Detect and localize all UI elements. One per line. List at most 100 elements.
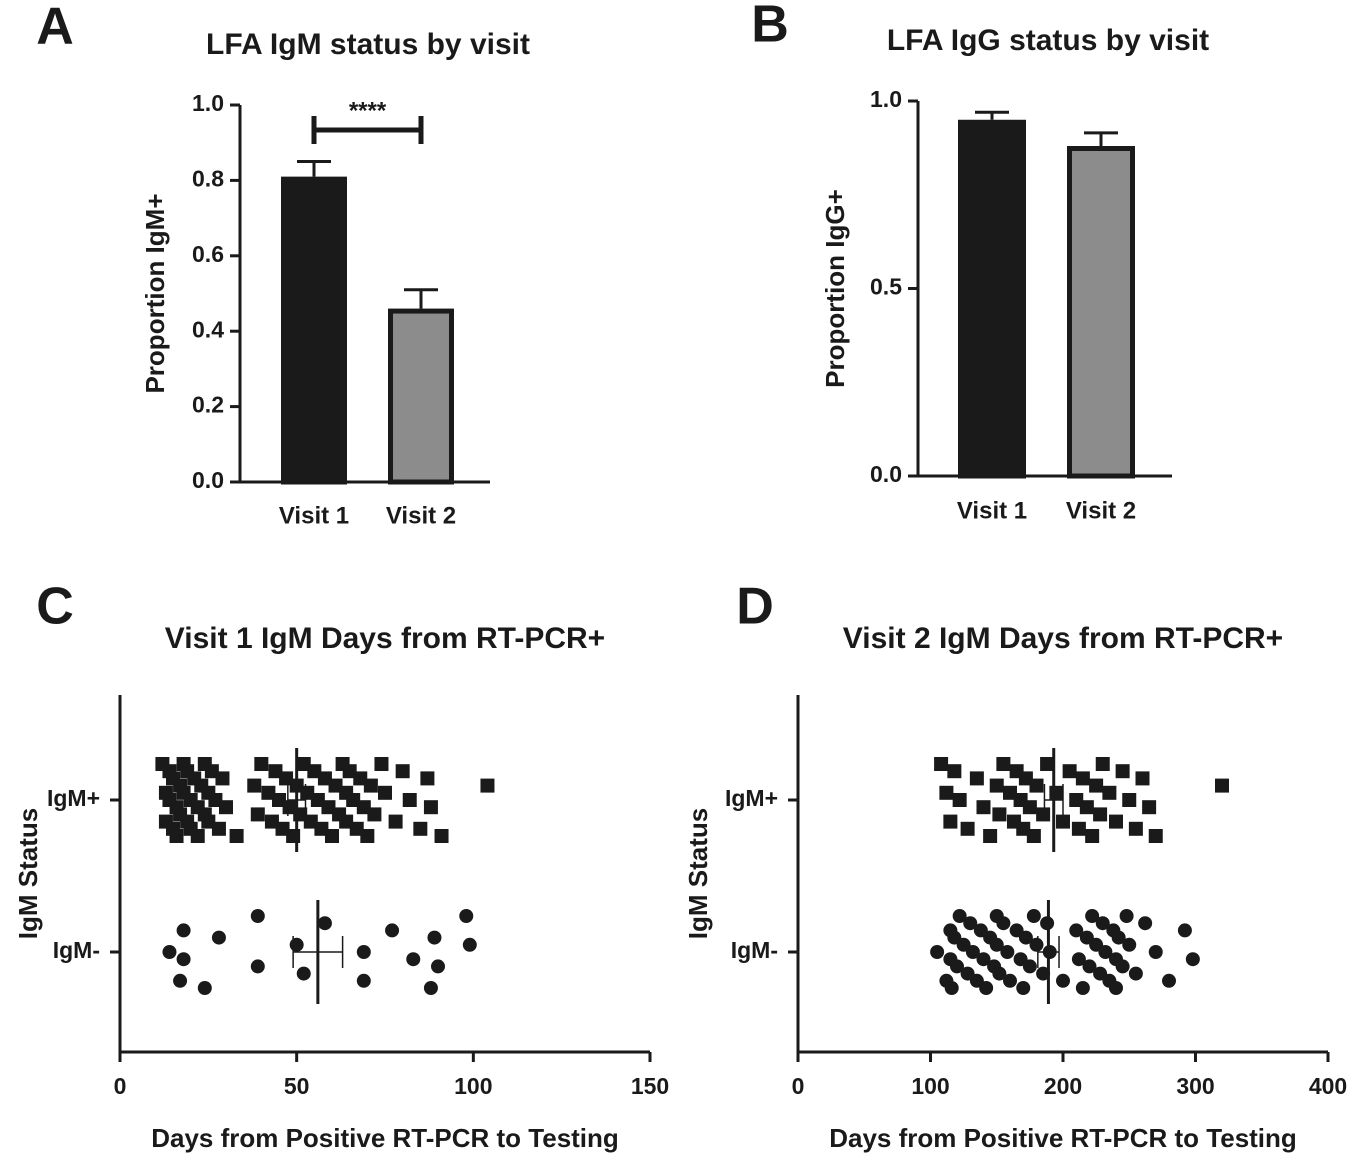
point [1089,778,1104,793]
point [1095,916,1110,931]
point [275,821,290,836]
point [1040,757,1055,771]
point [1079,800,1094,815]
point [385,923,400,938]
point [374,757,389,771]
y-axis-label: Proportion IgM+ [140,193,170,393]
point [201,814,216,829]
point [282,800,297,815]
x-tick-label: 100 [454,1073,492,1099]
point [459,909,474,923]
y-tick-label: 0.0 [870,461,902,487]
point [996,757,1011,771]
point [1085,909,1100,923]
point [1098,945,1113,959]
chart-title: LFA IgG status by visit [887,24,1209,57]
point [1109,981,1123,995]
point [976,800,991,815]
point [996,916,1011,931]
panel-letter: C [36,578,74,636]
point [1075,981,1090,995]
point [268,764,283,779]
point [211,821,226,836]
point [1148,945,1163,959]
y-tick-label: IgM+ [47,785,100,811]
point [462,937,477,952]
y-tick-label: 1.0 [192,90,224,116]
y-tick-label: 0.4 [192,316,224,342]
point [1128,821,1143,836]
point [317,916,332,931]
point [197,981,212,995]
point [1128,966,1143,981]
point [1036,966,1051,981]
point [1069,793,1084,807]
point [1003,973,1017,988]
point [1119,909,1134,923]
point [1093,807,1108,822]
point [1082,959,1097,974]
point [947,764,962,779]
x-tick-label: Visit 2 [386,502,456,529]
point [1135,771,1150,786]
point [356,945,371,959]
point [310,793,325,807]
point [939,785,954,800]
point [1022,959,1037,974]
y-axis-label: IgM Status [683,808,713,939]
point [1122,793,1137,807]
x-tick-label: Visit 1 [957,497,1027,524]
point [360,829,375,843]
point [1062,764,1077,779]
point [346,793,361,807]
point [1056,814,1070,829]
point [1049,785,1064,800]
point [930,945,945,959]
point [250,959,265,974]
point [342,764,357,779]
point [219,800,233,815]
point [952,793,967,807]
point [356,800,371,815]
point [423,981,438,995]
point [1016,981,1031,995]
point [296,966,311,981]
bar [388,308,454,485]
y-axis-label: IgM Status [13,808,43,939]
point [1018,771,1033,786]
point [176,952,191,967]
point [1000,945,1015,959]
point [1018,930,1033,945]
point [413,821,428,836]
point [1102,785,1117,800]
point [162,945,177,959]
x-tick-label: Visit 2 [1066,497,1136,524]
point [944,981,959,995]
chart-title: Visit 2 IgM Days from RT-PCR+ [843,622,1283,655]
bar [958,119,1026,479]
point [388,814,403,829]
point [1115,764,1130,779]
point [1122,937,1137,952]
point [402,793,417,807]
point [1177,923,1192,938]
point [211,930,226,945]
point [1215,778,1229,793]
point [204,764,219,779]
point [1109,814,1123,829]
point [176,923,191,938]
point [349,821,364,836]
point [325,829,339,843]
bar [281,176,347,485]
point [169,829,184,843]
point [1029,937,1044,952]
point [427,930,442,945]
point [395,764,410,779]
y-tick-label: 0.6 [192,241,224,267]
point [247,778,262,793]
point [229,829,244,843]
point [173,973,188,988]
point [969,771,984,786]
point [254,757,269,771]
x-tick-label: Visit 1 [279,502,349,529]
